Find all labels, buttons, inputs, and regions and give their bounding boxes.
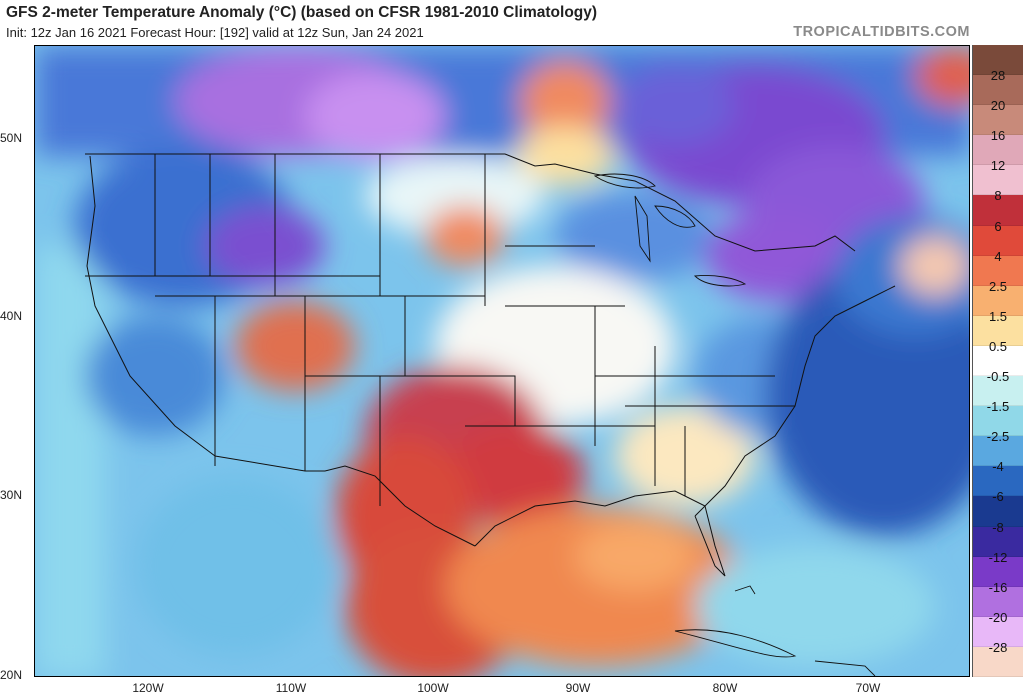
lat-label-30n: 30N [0,488,23,502]
colorbar-swatch [973,225,1023,256]
colorbar-label: -8 [992,519,1004,535]
colorbar-swatch [973,556,1023,587]
lon-label-120w: 120W [132,681,164,695]
map-title: GFS 2-meter Temperature Anomaly (°C) (ba… [6,4,598,21]
colorbar-swatch [973,285,1023,316]
colorbar-swatch [973,45,1023,76]
great-lakes [593,173,747,287]
colorbar-label: -2.5 [986,429,1010,445]
colorbar-swatch [973,165,1023,196]
color-legend: 28 20 16 12 8 6 4 2.5 1.5 0.5 -0.5 -1.5 -2.5 -4 -6 -8 -1… [972,45,1023,677]
lat-label-20n: 20N [0,668,23,682]
colorbar-swatch [973,466,1023,497]
anomaly-field [35,46,969,676]
colorbar-label: 28 [990,68,1006,84]
lon-label-110w: 110W [275,681,307,695]
colorbar-swatch [973,376,1023,407]
colorbar-label: 20 [990,98,1006,114]
colorbar-swatch [973,195,1023,226]
colorbar-swatch [973,406,1023,437]
lon-label-90w: 90W [565,681,591,695]
colorbar-label: -16 [988,579,1008,595]
colorbar-label: -28 [988,639,1008,655]
colorbar-swatch [973,345,1023,377]
colorbar-label: 2.5 [988,278,1008,294]
colorbar-label: 12 [990,158,1006,174]
lon-label-70w: 70W [855,681,881,695]
colorbar-swatch [973,135,1023,166]
colorbar-swatch [973,526,1023,557]
colorbar-swatch [973,436,1023,467]
map-subtitle: Init: 12z Jan 16 2021 Forecast Hour: [19… [6,25,424,40]
colorbar-label: 0.5 [988,338,1008,354]
colorbar-swatch [973,75,1023,106]
colorbar-swatch [973,586,1023,617]
colorbar-swatch [973,105,1023,136]
colorbar-label: -1.5 [986,399,1010,415]
colorbar-label: -20 [988,609,1008,625]
colorbar-swatch [973,646,1023,677]
colorbar-label: -12 [988,549,1008,565]
colorbar-label: 6 [994,218,1002,234]
colorbar-label: 16 [990,128,1006,144]
watermark: TROPICALTIDBITS.COM [793,24,970,40]
colorbar-label: -0.5 [986,369,1010,385]
colorbar-label: 4 [994,248,1002,264]
lat-label-40n: 40N [0,309,23,323]
colorbar-label: 1.5 [988,308,1008,324]
colorbar-label: 8 [994,188,1002,204]
lon-label-80w: 80W [712,681,738,695]
colorbar-swatch [973,255,1023,286]
borders [85,153,896,577]
lat-label-50n: 50N [0,131,23,145]
lon-label-100w: 100W [417,681,449,695]
islands [674,585,876,676]
anomaly-map [34,45,970,677]
colorbar-swatch [973,315,1023,346]
colorbar-label: -4 [992,459,1004,475]
colorbar-label: -6 [992,489,1004,505]
colorbar-swatch [973,496,1023,527]
colorbar-swatch [973,616,1023,647]
